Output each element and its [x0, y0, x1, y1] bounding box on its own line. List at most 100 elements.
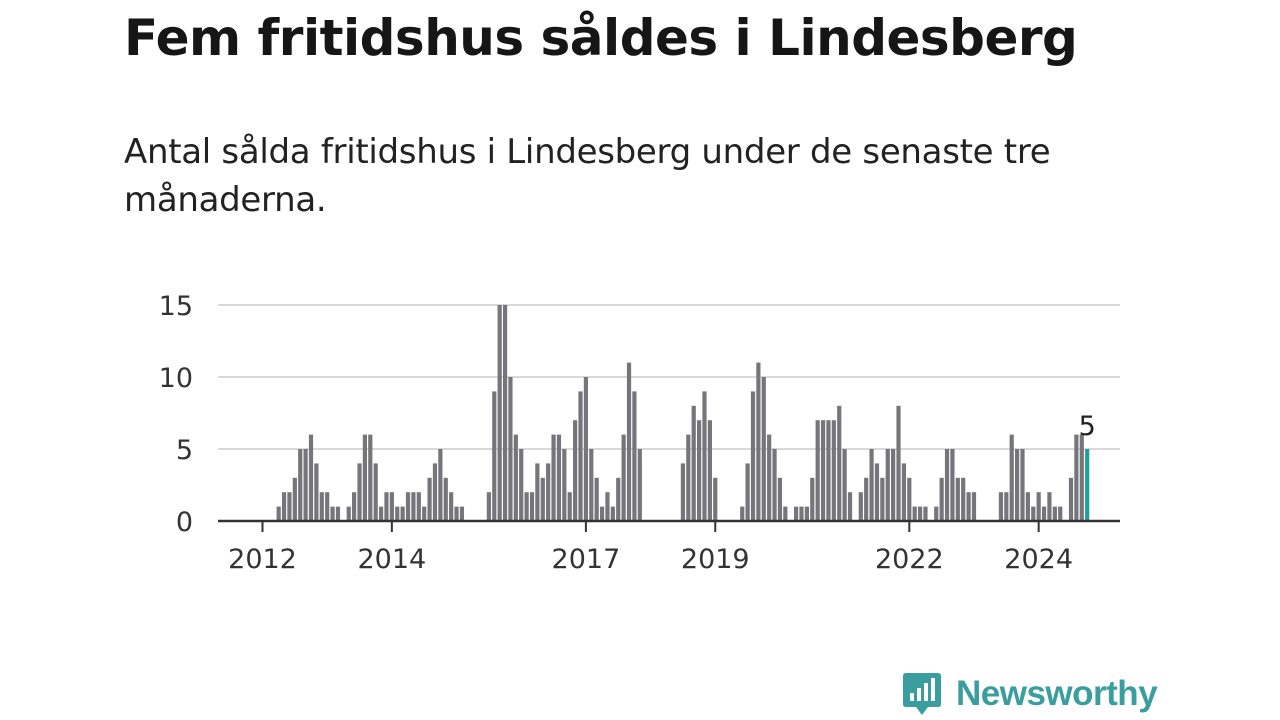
bar [1074, 434, 1079, 521]
bar [605, 492, 610, 521]
bar [551, 434, 556, 521]
bar [513, 434, 518, 521]
bar [896, 405, 901, 521]
bar [1079, 434, 1084, 521]
bar [422, 506, 427, 521]
bar [880, 477, 885, 521]
bar [772, 449, 777, 521]
bar [589, 449, 594, 521]
bar [308, 434, 314, 521]
x-tick-label: 2017 [552, 544, 621, 575]
bar [680, 463, 686, 521]
bar [357, 463, 362, 521]
bar [955, 477, 960, 521]
bar [761, 377, 766, 521]
bar [1009, 434, 1014, 521]
bar [330, 506, 335, 521]
bar [362, 434, 368, 521]
brand-name: Newsworthy [956, 674, 1158, 713]
bar [1025, 492, 1030, 521]
bar [1058, 506, 1063, 521]
bar [750, 391, 756, 521]
x-tick-label: 2014 [358, 544, 427, 575]
bar [961, 477, 966, 521]
y-tick-label: 0 [176, 507, 193, 538]
bar [1047, 492, 1052, 521]
bar [998, 492, 1004, 521]
bar [837, 405, 842, 521]
bar [368, 434, 373, 521]
bar [740, 506, 745, 521]
y-tick-label: 15 [159, 291, 193, 322]
y-tick-label: 10 [159, 363, 193, 394]
bar [567, 492, 572, 521]
bar [292, 477, 297, 521]
bar [335, 506, 341, 521]
bar [405, 492, 411, 521]
bar [276, 506, 281, 521]
bar [794, 506, 799, 521]
bar [546, 463, 551, 521]
bar [707, 420, 712, 521]
bar [637, 449, 642, 521]
bar [842, 449, 847, 521]
bar [599, 506, 605, 521]
bar [384, 492, 389, 521]
bar [562, 449, 567, 521]
bar [869, 449, 874, 521]
bar [319, 492, 324, 521]
bar [325, 492, 330, 521]
bar [389, 492, 394, 521]
bar [1036, 492, 1041, 521]
bar [529, 492, 535, 521]
bar [907, 477, 912, 521]
bar [950, 449, 955, 521]
bar [373, 463, 378, 521]
bar [1052, 506, 1057, 521]
y-tick-label: 5 [176, 435, 193, 466]
bar [777, 477, 783, 521]
bar [696, 420, 702, 521]
bar [459, 506, 465, 521]
bar [858, 492, 863, 521]
bar [492, 391, 497, 521]
bar [303, 449, 308, 521]
bar [966, 492, 971, 521]
bar [583, 377, 588, 521]
bar [443, 477, 448, 521]
bar [874, 463, 880, 521]
bar [287, 492, 292, 521]
bar [971, 492, 977, 521]
bar [891, 449, 896, 521]
bar [400, 506, 405, 521]
bar [298, 449, 303, 521]
bar [815, 420, 820, 521]
bar [616, 477, 621, 521]
bar [756, 362, 761, 521]
bar [804, 506, 809, 521]
bar-chart-speech-bubble-icon [903, 673, 941, 715]
bar [691, 405, 696, 521]
bar [820, 420, 826, 521]
bar [944, 449, 950, 521]
bar [621, 434, 626, 521]
bar [1068, 477, 1074, 521]
bar [427, 477, 432, 521]
bar [912, 506, 917, 521]
bar [535, 463, 540, 521]
bar [702, 391, 707, 521]
bar [1004, 492, 1009, 521]
bar [885, 449, 890, 521]
bar [923, 506, 928, 521]
bar [454, 506, 459, 521]
bar [939, 477, 944, 521]
bar [432, 463, 438, 521]
newsworthy-logo: Newsworthy [902, 670, 1158, 718]
bar [508, 377, 513, 521]
bar [524, 492, 529, 521]
chart-subtitle: Antal sålda fritidshus i Lindesberg unde… [124, 132, 1051, 220]
bar [395, 506, 400, 521]
bar [416, 492, 421, 521]
bar [502, 305, 508, 521]
bar [314, 463, 319, 521]
